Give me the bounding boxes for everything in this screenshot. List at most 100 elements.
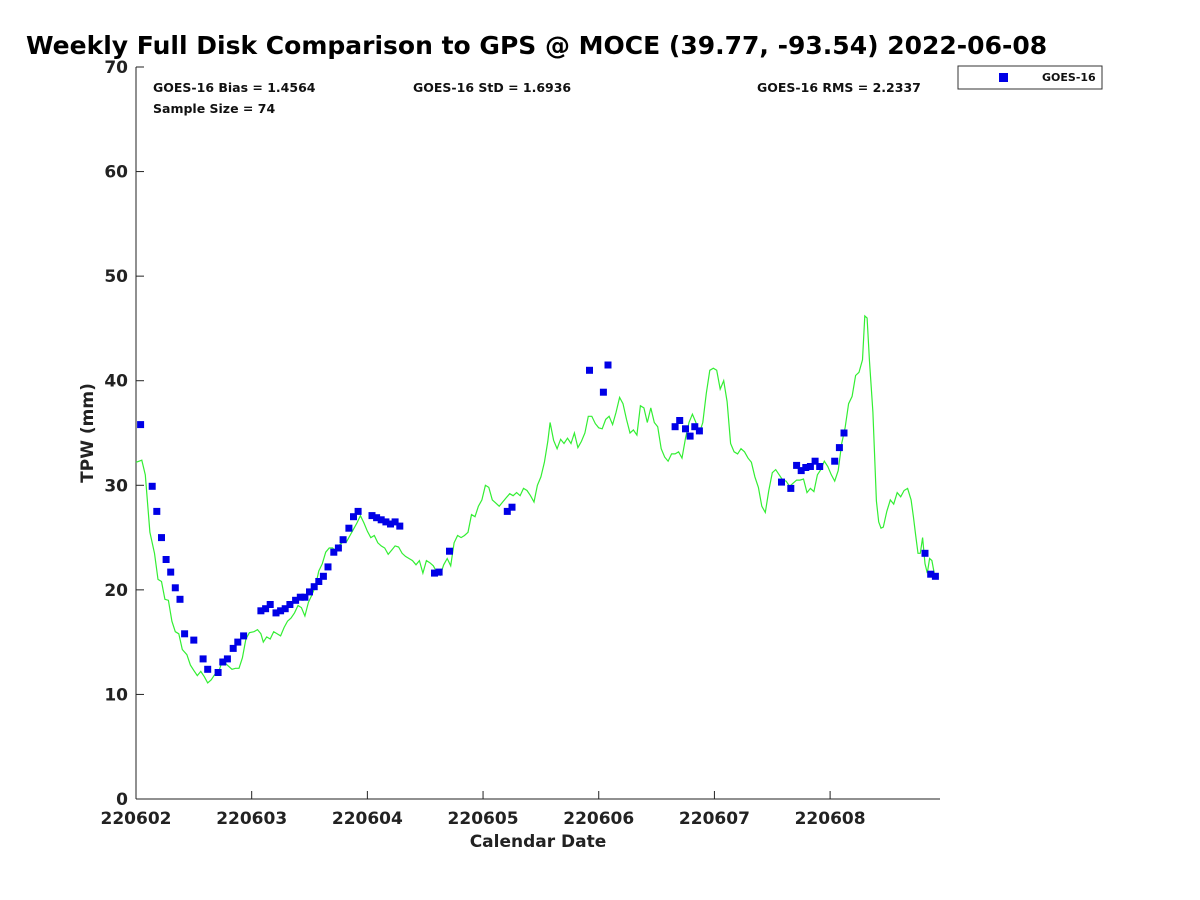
goes-16-point	[806, 463, 814, 470]
goes-16-point	[204, 665, 212, 673]
x-axis-label: Calendar Date	[470, 832, 607, 852]
goes-16-point	[446, 547, 453, 555]
goes-16-point	[277, 607, 285, 615]
goes-16-point	[181, 630, 189, 638]
y-tick-label: 60	[104, 163, 128, 183]
goes-16-point	[354, 507, 362, 515]
goes-16-point	[240, 632, 248, 640]
goes-16-point	[162, 556, 170, 563]
legend: GOES-16	[957, 65, 1103, 90]
goes-16-point	[229, 644, 237, 652]
goes-16-point	[604, 361, 612, 369]
goes-16-point	[686, 432, 694, 440]
x-tick-label: 220606	[563, 809, 634, 829]
goes-16-point	[373, 514, 381, 522]
goes-16-point	[296, 593, 304, 601]
x-tick-label: 220603	[216, 809, 287, 829]
goes-16-point	[586, 366, 593, 374]
y-axis-label: TPW (mm)	[78, 383, 98, 483]
rms-stat: GOES-16 RMS = 2.2337	[757, 80, 921, 95]
goes-16-point	[310, 583, 318, 591]
goes-16-point	[695, 427, 703, 435]
goes-16-point	[787, 484, 795, 492]
goes-16-point	[199, 655, 207, 663]
goes-16-point	[816, 463, 824, 470]
goes-16-point	[219, 658, 227, 666]
goes-16-point	[503, 507, 511, 515]
goes-16-point	[281, 605, 289, 613]
gps-series-line	[135, 314, 939, 684]
goes-16-point	[350, 513, 357, 521]
goes-16-point	[802, 464, 810, 471]
x-tick-label: 220604	[332, 809, 403, 829]
goes-16-point	[234, 638, 242, 646]
goes-16-point	[167, 568, 175, 576]
y-tick-label: 10	[104, 685, 128, 705]
goes-16-point	[301, 593, 309, 601]
goes-16-point	[778, 478, 785, 486]
goes-16-point	[831, 457, 839, 465]
goes-16-point	[272, 609, 280, 617]
goes-16-point	[391, 518, 399, 526]
y-tick-label: 30	[104, 476, 128, 496]
goes-16-point	[691, 423, 699, 431]
goes-16-point	[148, 482, 156, 490]
goes-16-point	[671, 423, 679, 431]
goes-16-point	[315, 578, 323, 585]
goes-16-point	[306, 588, 313, 596]
goes-16-point	[319, 572, 327, 580]
goes-16-point	[793, 461, 801, 469]
goes-16-point	[835, 444, 843, 452]
goes-16-point	[330, 548, 338, 556]
plot-area: 220602 220603 220604 220605 220606 220607 2206…	[101, 58, 940, 829]
plot-frame	[136, 67, 940, 799]
chart-title: Weekly Full Disk Comparison to GPS @ MOC…	[26, 31, 1047, 60]
x-tick-label: 220602	[101, 809, 172, 829]
y-tick-label: 40	[104, 372, 128, 392]
goes-16-point	[176, 595, 184, 603]
goes-16-point	[190, 636, 198, 644]
goes-16-point	[345, 524, 353, 532]
goes-16-point	[931, 572, 939, 580]
goes-16-point	[377, 516, 385, 524]
y-tick-label: 0	[116, 790, 128, 810]
goes-16-point	[811, 457, 819, 465]
goes-16-point	[339, 536, 347, 544]
goes-16-point	[599, 388, 607, 396]
goes-16-point	[797, 467, 805, 475]
bias-stat: GOES-16 Bias = 1.4564	[153, 80, 316, 95]
goes-16-point	[368, 512, 376, 520]
goes-16-point	[223, 655, 231, 663]
goes-16-point	[171, 584, 179, 592]
y-tick-label: 70	[104, 58, 128, 78]
goes-16-point	[387, 520, 394, 528]
goes-16-point	[921, 549, 929, 557]
goes-16-point	[508, 503, 516, 511]
std-stat: GOES-16 StD = 1.6936	[413, 80, 571, 95]
x-tick-label: 220605	[448, 809, 519, 829]
legend-box	[957, 65, 1103, 90]
legend-label-goes-16: GOES-16	[1042, 71, 1096, 84]
x-tick-label: 220608	[795, 809, 866, 829]
y-tick-label: 50	[104, 267, 128, 287]
goes-16-point	[682, 425, 689, 433]
goes-16-point	[266, 601, 274, 608]
goes-16-point	[396, 522, 404, 530]
y-tick-label: 20	[104, 581, 128, 601]
goes-16-point	[927, 570, 935, 578]
goes-16-point	[324, 563, 332, 571]
goes-16-point	[137, 421, 145, 429]
goes-16-point	[153, 507, 161, 515]
sample-size-stat: Sample Size = 74	[153, 101, 275, 116]
goes-16-point	[382, 518, 390, 526]
goes-16-point	[676, 417, 684, 424]
goes-16-point	[431, 569, 438, 577]
goes-16-point	[158, 534, 165, 542]
goes-16-point	[292, 596, 300, 604]
goes-16-point	[840, 429, 848, 437]
x-ticks: 220602 220603 220604 220605 220606 220607 2206…	[101, 791, 866, 829]
goes-16-point	[286, 601, 294, 608]
goes-16-point	[262, 605, 270, 613]
goes-16-point	[257, 607, 265, 615]
